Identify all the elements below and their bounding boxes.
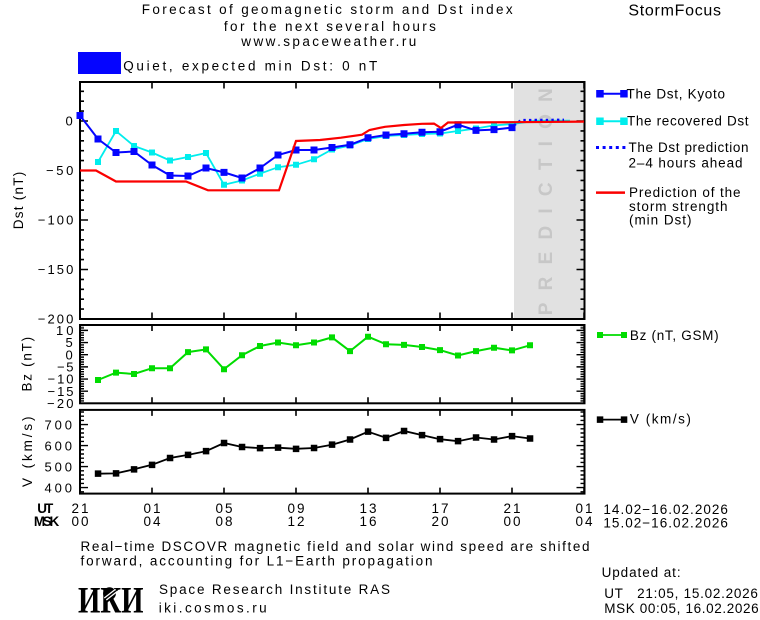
svg-text:01: 01 [576, 501, 593, 516]
svg-text:Real−time DSCOVR magnetic fiel: Real−time DSCOVR magnetic field and sola… [81, 539, 590, 554]
svg-text:14.02−16.02.2026: 14.02−16.02.2026 [603, 502, 728, 517]
svg-text:04: 04 [144, 514, 161, 529]
svg-text:ИКИ: ИКИ [78, 581, 144, 620]
svg-text:Quiet, expected min Dst: 0 nT: Quiet, expected min Dst: 0 nT [123, 58, 377, 73]
svg-text:5: 5 [66, 335, 73, 350]
svg-text:Bz (nT): Bz (nT) [20, 337, 35, 392]
svg-text:00: 00 [72, 514, 89, 529]
svg-text:16: 16 [360, 514, 377, 529]
svg-text:storm strength: storm strength [629, 199, 728, 214]
svg-text:00: 00 [504, 514, 521, 529]
svg-text:Dst (nT): Dst (nT) [11, 172, 26, 230]
svg-text:UT: UT [37, 501, 54, 516]
svg-text:500: 500 [45, 459, 73, 474]
svg-text:Bz (nT, GSM): Bz (nT, GSM) [630, 328, 719, 343]
svg-text:−15: −15 [48, 384, 74, 399]
svg-text:StormFocus: StormFocus [628, 2, 721, 19]
svg-text:15.02−16.02.2026: 15.02−16.02.2026 [603, 516, 728, 531]
svg-text:V (km/s): V (km/s) [20, 416, 35, 487]
svg-text:−50: −50 [46, 163, 73, 178]
svg-text:13: 13 [360, 501, 377, 516]
svg-text:05: 05 [216, 501, 233, 516]
svg-text:08: 08 [216, 514, 233, 529]
svg-text:Updated at:: Updated at: [602, 565, 681, 580]
svg-text:forward, accounting for L1−Ear: forward, accounting for L1−Earth propaga… [81, 553, 433, 568]
svg-text:The Dst prediction: The Dst prediction [629, 140, 749, 155]
svg-text:−150: −150 [38, 262, 74, 277]
svg-text:21: 21 [72, 501, 89, 516]
svg-text:600: 600 [45, 438, 73, 453]
svg-text:Forecast of geomagnetic storm: Forecast of geomagnetic storm and Dst in… [142, 2, 513, 17]
svg-text:20: 20 [432, 514, 449, 529]
svg-text:17: 17 [432, 501, 449, 516]
svg-text:01: 01 [144, 501, 161, 516]
svg-text:The Dst, Kyoto: The Dst, Kyoto [627, 86, 726, 101]
svg-text:04: 04 [576, 514, 593, 529]
svg-text:MSK 00:05, 16.02.2026: MSK 00:05, 16.02.2026 [604, 601, 759, 616]
svg-text:MSK: MSK [34, 514, 60, 529]
svg-text:−20: −20 [47, 396, 74, 411]
svg-text:21: 21 [504, 501, 521, 516]
svg-text:Prediction of the: Prediction of the [629, 185, 741, 200]
svg-text:www.spaceweather.ru: www.spaceweather.ru [240, 34, 416, 49]
svg-text:0: 0 [66, 114, 73, 129]
svg-text:09: 09 [288, 501, 305, 516]
svg-text:−10: −10 [48, 372, 74, 387]
svg-text:−100: −100 [38, 213, 74, 228]
svg-text:iki.cosmos.ru: iki.cosmos.ru [159, 600, 267, 615]
svg-text:Space Research Institute RAS: Space Research Institute RAS [159, 582, 390, 597]
svg-text:2–4 hours ahead: 2–4 hours ahead [629, 155, 743, 170]
svg-text:for the next several hours: for the next several hours [224, 19, 436, 34]
svg-text:400: 400 [45, 480, 73, 495]
svg-text:UT 21:05, 15.02.2026: UT 21:05, 15.02.2026 [604, 586, 758, 601]
svg-text:The recovered Dst: The recovered Dst [627, 114, 749, 129]
svg-text:V (km/s): V (km/s) [630, 412, 691, 427]
svg-text:(min Dst): (min Dst) [629, 213, 692, 228]
svg-text:700: 700 [45, 417, 73, 432]
svg-text:12: 12 [288, 514, 305, 529]
svg-text:0: 0 [66, 347, 73, 362]
